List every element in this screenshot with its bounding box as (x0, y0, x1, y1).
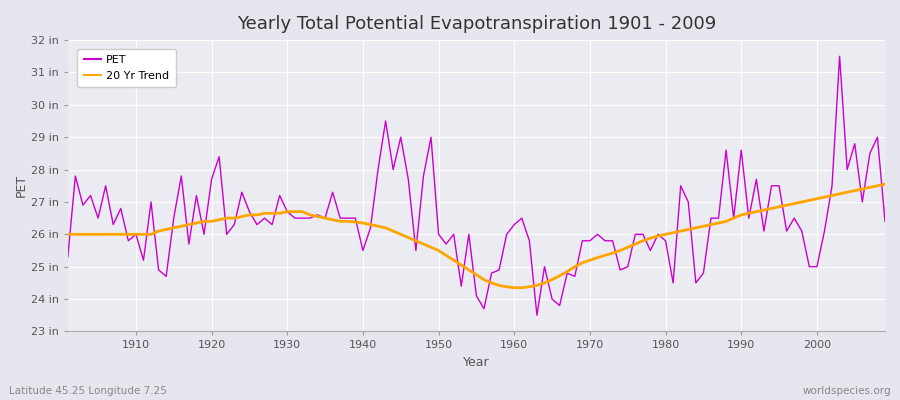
X-axis label: Year: Year (464, 356, 490, 369)
Legend: PET, 20 Yr Trend: PET, 20 Yr Trend (77, 48, 176, 88)
Y-axis label: PET: PET (15, 174, 28, 197)
Text: worldspecies.org: worldspecies.org (803, 386, 891, 396)
Title: Yearly Total Potential Evapotranspiration 1901 - 2009: Yearly Total Potential Evapotranspiratio… (237, 15, 716, 33)
Text: Latitude 45.25 Longitude 7.25: Latitude 45.25 Longitude 7.25 (9, 386, 166, 396)
